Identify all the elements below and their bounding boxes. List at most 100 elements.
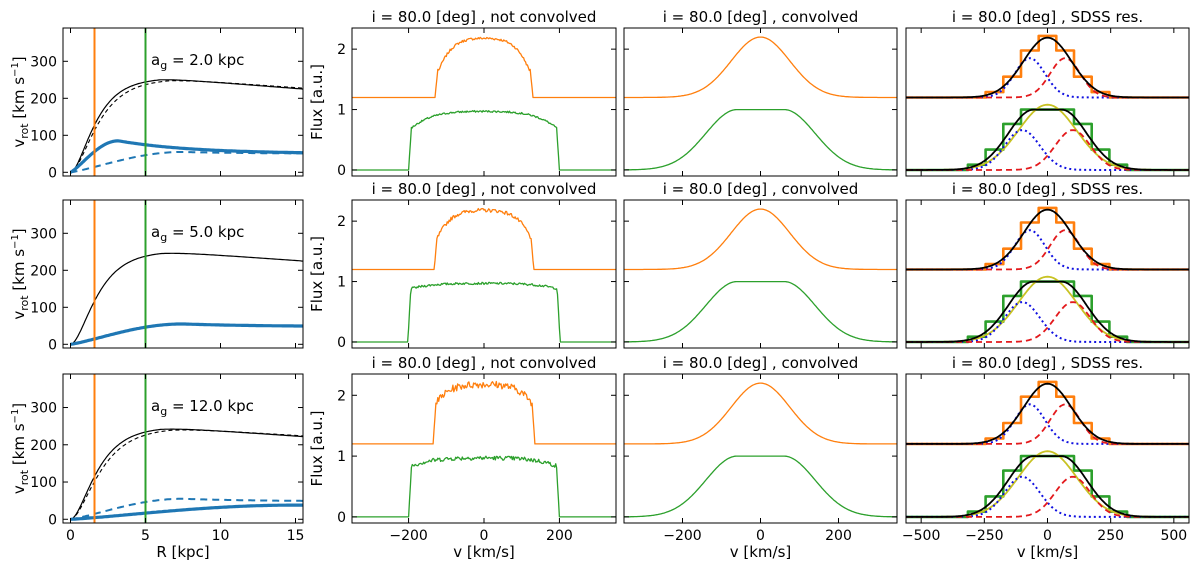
axes-frame: [62, 373, 304, 524]
y-tick-label: 0: [337, 335, 346, 351]
x-tick-label: −200: [663, 528, 701, 544]
axes-frame: [351, 27, 617, 177]
sdss-plot-area: [906, 34, 1189, 172]
total-rotation-curve: [70, 252, 303, 345]
panel-title: i = 80.0 [deg] , not convolved: [372, 180, 597, 198]
gas-rotation-curve: [69, 139, 303, 174]
x-tick-label: −200: [389, 528, 427, 544]
ylabel-close: ]: [10, 228, 28, 234]
axes-frame: [351, 199, 617, 349]
panel-title: i = 80.0 [deg] , SDSS res.: [952, 8, 1143, 26]
flux-x-axis-label: v [km/s]: [453, 543, 515, 561]
total-rotation-curve-dashed: [70, 429, 303, 520]
green-total-fit: [906, 280, 1189, 343]
green-flux-profile: [352, 109, 616, 171]
rotation-y-axis-label: vrot [km s−1]: [10, 403, 31, 494]
orange-binned-spectrum: [906, 34, 1189, 99]
y-tick-label: 2: [337, 214, 346, 230]
axes-frame: [905, 27, 1190, 177]
y-tick-label: 0: [48, 165, 57, 181]
ag-value: = 2.0 kpc: [167, 51, 244, 69]
axes-frame: [62, 199, 304, 349]
ylabel-unit: [km s: [10, 77, 28, 124]
orange-binned-spectrum: [906, 206, 1189, 271]
ylabel-sub: rot: [18, 295, 31, 311]
total-rotation-curve: [70, 79, 303, 173]
orange-red-component: [906, 57, 1189, 99]
ylabel-exp: −1: [10, 62, 21, 77]
panel-title: i = 80.0 [deg] , SDSS res.: [952, 180, 1143, 198]
sdss-plot-area: [906, 206, 1189, 344]
y-tick-label: 2: [337, 42, 346, 58]
x-tick-label: 0: [756, 528, 765, 544]
panel-title: i = 80.0 [deg] , convolved: [663, 354, 859, 372]
orange-flux-profile: [352, 380, 616, 445]
total-rotation-curve: [70, 428, 303, 520]
ylabel-exp: −1: [10, 409, 21, 424]
panel-title: i = 80.0 [deg] , not convolved: [372, 354, 597, 372]
green-red-component: [906, 301, 1189, 343]
ylabel-v: v: [10, 139, 28, 148]
ylabel-exp: −1: [10, 234, 21, 249]
green-total-fit: [906, 455, 1189, 518]
panel-title: i = 80.0 [deg] , SDSS res.: [952, 354, 1143, 372]
x-tick-label: 500: [1160, 528, 1187, 544]
convolved-panel-row-0: i = 80.0 [deg] , convolved: [623, 8, 898, 177]
ag-value: = 5.0 kpc: [167, 223, 244, 241]
y-tick-label: 200: [30, 91, 57, 107]
orange-blue-component: [906, 403, 1189, 445]
sdss-panel-row-2: −500 −250 0 250 500 i = 80.0 [deg] , SDSS res…: [902, 354, 1190, 561]
rotation-panel-row-2: 0 5 10 15 0 100 200 300 ag = 12.0 kpc vrot [km s−…: [10, 373, 304, 561]
y-tick-label: 1: [337, 103, 346, 119]
flux-y-axis-label: Flux [a.u.]: [308, 236, 326, 312]
rotation-panel-row-0: 0 100 200 300 ag = 2.0 kpc vrot [km s−1]: [10, 27, 304, 181]
sdss-panel-row-1: i = 80.0 [deg] , SDSS res.: [905, 180, 1190, 349]
ag-annotation: ag = 12.0 kpc: [151, 397, 254, 418]
ylabel-unit: [km s: [10, 423, 28, 470]
green-flux-profile: [352, 455, 616, 518]
flux-y-axis-label: Flux [a.u.]: [308, 411, 326, 487]
green-red-component: [906, 129, 1189, 171]
ag-subscript: g: [160, 59, 167, 72]
green-single-gaussian: [906, 275, 1189, 343]
convolved-panel-row-2: −200 0 200 i = 80.0 [deg] , convolved v [km/…: [623, 354, 898, 561]
gas-rotation-curve: [70, 503, 303, 521]
not-convolved-plot-area: [352, 380, 616, 518]
x-tick-label: 0: [480, 528, 489, 544]
ylabel-sub: rot: [18, 123, 31, 139]
rotation-plot-area: [70, 374, 303, 523]
green-convolved-profile: [624, 280, 897, 343]
axes-frame: [623, 27, 898, 177]
rotation-y-axis-label: vrot [km s−1]: [10, 56, 31, 147]
green-red-component: [906, 475, 1189, 518]
not-convolved-plot-area: [352, 207, 616, 343]
y-tick-label: 200: [30, 263, 57, 279]
x-tick-label: 250: [1097, 528, 1124, 544]
rotation-y-axis-label: vrot [km s−1]: [10, 228, 31, 319]
ylabel-unit: [km s: [10, 249, 28, 296]
y-tick-label: 300: [30, 401, 57, 417]
axes-frame: [62, 27, 304, 177]
x-tick-label: 5: [141, 528, 150, 544]
x-tick-label: 0: [66, 528, 75, 544]
orange-red-component: [906, 403, 1189, 445]
orange-flux-profile: [352, 207, 616, 271]
panel-title: i = 80.0 [deg] , not convolved: [372, 8, 597, 26]
y-tick-label: 100: [30, 475, 57, 491]
rotation-panel-row-1: 0 100 200 300 ag = 5.0 kpc vrot [km s−1]: [10, 199, 304, 353]
ag-annotation: ag = 5.0 kpc: [151, 223, 244, 244]
y-tick-label: 1: [337, 275, 346, 291]
green-binned-spectrum: [906, 454, 1189, 519]
axes-frame: [905, 373, 1190, 524]
axes-frame: [623, 199, 898, 349]
x-tick-label: −250: [965, 528, 1003, 544]
rotation-x-axis-label: R [kpc]: [156, 543, 209, 561]
rotation-plot-area: [70, 200, 303, 348]
axes-frame: [905, 199, 1190, 349]
orange-blue-component: [906, 229, 1189, 271]
orange-total-fit: [906, 208, 1189, 271]
gas-rotation-curve-dashed: [70, 497, 303, 521]
orange-total-fit: [906, 382, 1189, 445]
x-tick-label: 200: [546, 528, 573, 544]
